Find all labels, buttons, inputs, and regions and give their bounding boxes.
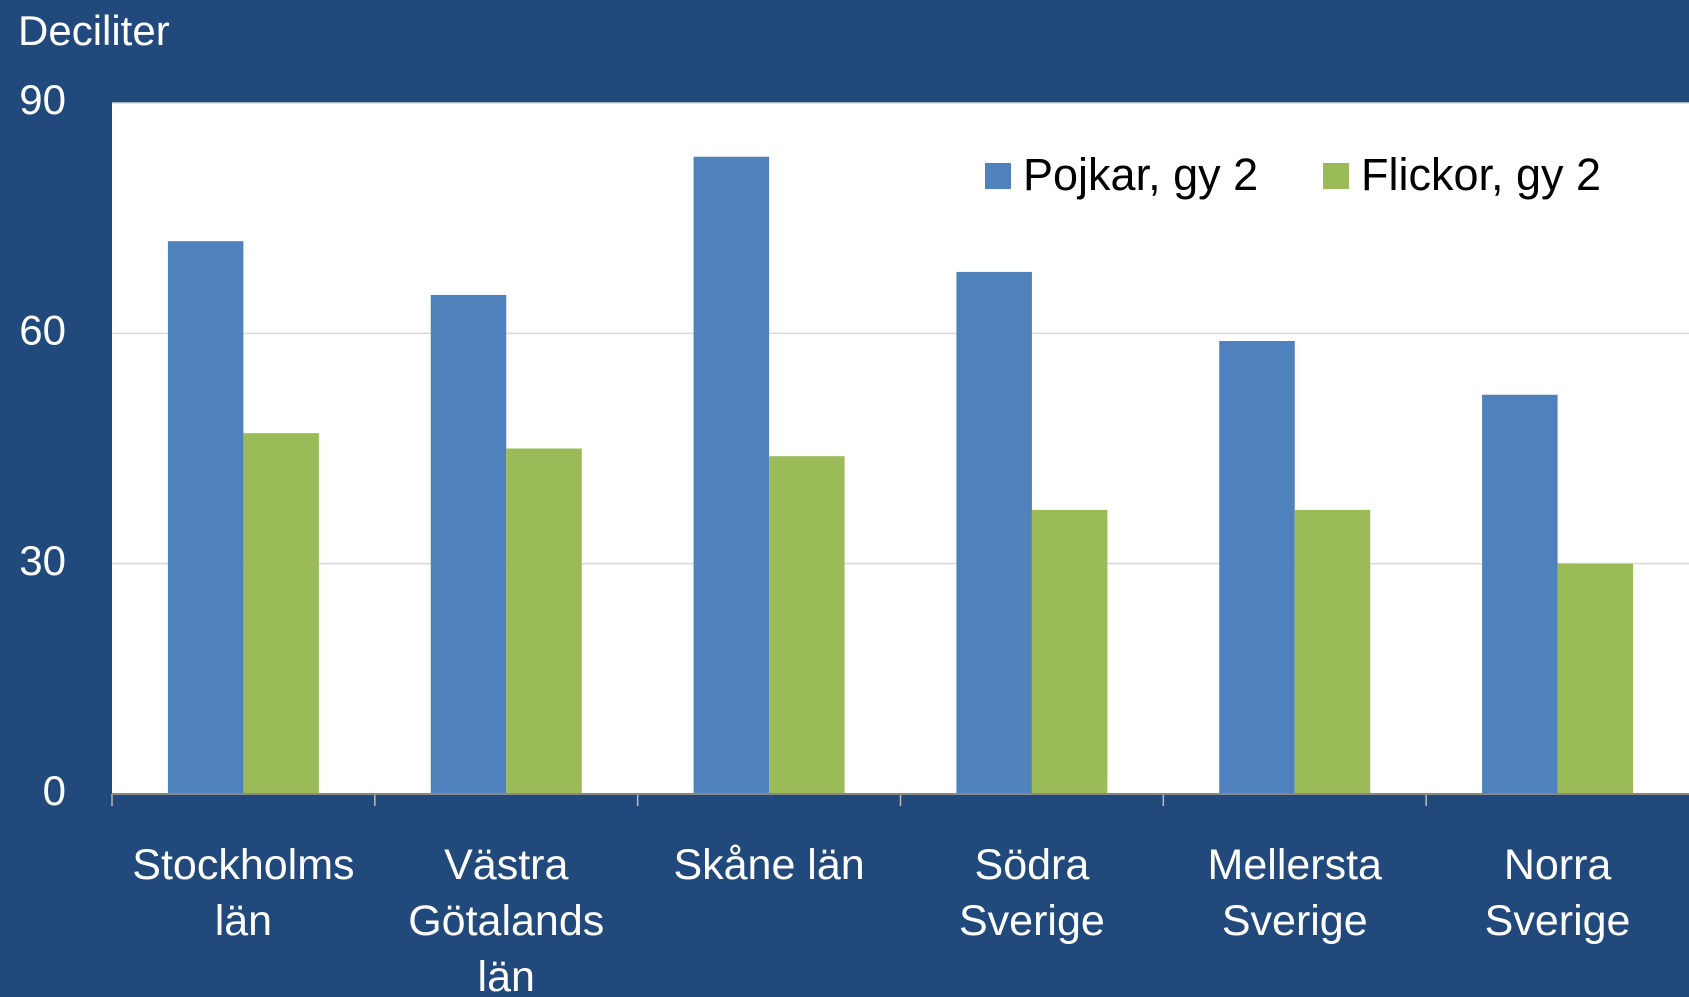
bar [956, 271, 1032, 794]
legend-label: Pojkar, gy 2 [1023, 149, 1258, 200]
x-tick-label: Västra Götalands län [408, 841, 605, 997]
bar [167, 241, 244, 794]
y-tick-label: 0 [43, 767, 66, 814]
bar [430, 294, 507, 794]
y-tick-label: 30 [19, 537, 66, 584]
bar [1557, 563, 1634, 794]
y-axis-label: Deciliter [18, 7, 170, 54]
y-tick-label: 60 [19, 306, 66, 353]
bar [506, 448, 582, 794]
x-tick-label: Norra Sverige [1484, 841, 1631, 945]
plot-area [112, 103, 1689, 794]
bar [1031, 509, 1108, 794]
x-tick-label: Skåne län [673, 841, 865, 889]
bar [243, 433, 319, 794]
bar [1219, 341, 1295, 794]
bar [769, 456, 845, 794]
legend-label: Flickor, gy 2 [1361, 149, 1601, 200]
x-tick-label: Södra Sverige [959, 841, 1105, 945]
x-tick-label: Stockholms län [132, 841, 355, 945]
x-tick-label: Mellersta Sverige [1207, 841, 1382, 945]
bar [1482, 394, 1558, 794]
legend-swatch [985, 163, 1011, 189]
bar [693, 156, 770, 794]
y-tick-label: 90 [19, 76, 66, 123]
bar [1294, 509, 1371, 794]
legend-swatch [1323, 163, 1349, 189]
